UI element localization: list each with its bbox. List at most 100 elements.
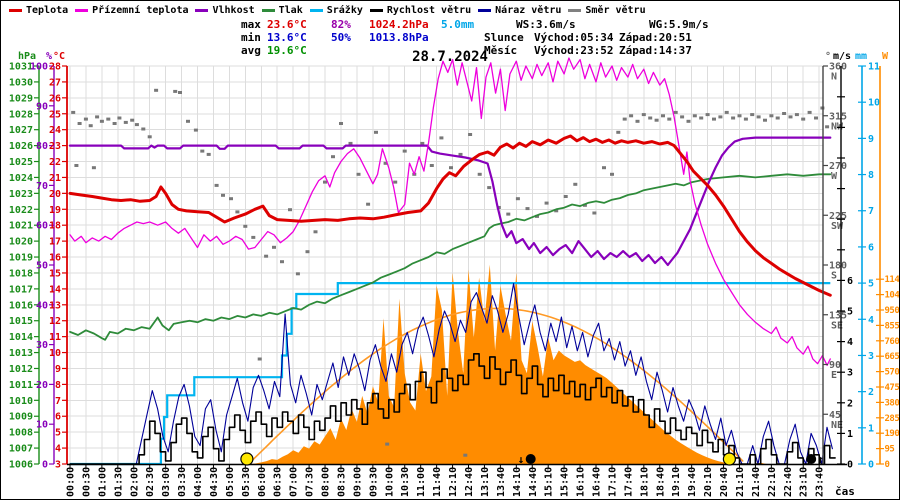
wind-direction-dot xyxy=(756,115,761,119)
svg-text:30: 30 xyxy=(36,340,48,351)
wind-direction-dot xyxy=(582,203,587,207)
svg-text:4: 4 xyxy=(868,315,874,326)
moonrise-icon xyxy=(806,454,817,464)
svg-text:N: N xyxy=(831,72,837,83)
svg-text:12:10: 12:10 xyxy=(448,467,459,497)
svg-text:5: 5 xyxy=(868,279,874,290)
svg-text:mm: mm xyxy=(855,51,867,62)
stat-wind-gust-max: WG:5.9m/s xyxy=(649,18,709,31)
wind-direction-dot xyxy=(616,130,621,134)
wind-direction-dot xyxy=(206,152,211,156)
wind-direction-dot xyxy=(667,117,672,121)
wind-direction-dot xyxy=(200,149,205,153)
wind-direction-dot xyxy=(794,113,799,117)
svg-text:7: 7 xyxy=(868,206,874,217)
svg-text:22: 22 xyxy=(49,157,61,168)
svg-text:1025: 1025 xyxy=(9,157,33,168)
svg-text:02:00: 02:00 xyxy=(129,467,140,497)
stat-max-label: max xyxy=(241,18,261,31)
stat-max-humidity: 82% xyxy=(331,18,351,31)
wind-direction-dot xyxy=(71,110,76,114)
svg-text:4: 4 xyxy=(847,337,853,348)
wind-direction-dot xyxy=(563,195,568,198)
wind-gust-line xyxy=(72,282,833,465)
legend-label: Teplota xyxy=(26,5,69,16)
wind-direction-dot xyxy=(814,116,818,120)
svg-text:27: 27 xyxy=(49,77,61,88)
svg-text:50: 50 xyxy=(36,261,48,272)
stat-min-temp: 13.6°C xyxy=(267,31,307,44)
svg-text:00:30: 00:30 xyxy=(81,467,92,497)
humidity-color-swatch xyxy=(195,9,209,12)
wind-direction-dot xyxy=(374,130,378,134)
svg-text:16:10: 16:10 xyxy=(576,467,587,497)
wind-direction-dot xyxy=(487,186,492,190)
svg-text:1017: 1017 xyxy=(9,284,33,295)
svg-text:95: 95 xyxy=(885,445,895,455)
svg-text:23: 23 xyxy=(49,141,61,152)
wind-direction-dot xyxy=(743,117,748,121)
pressure-line xyxy=(69,173,832,341)
wind-direction-dot xyxy=(257,357,262,361)
wind-direction-dot xyxy=(661,114,665,118)
wind-direction-dot xyxy=(731,116,736,120)
svg-text:2: 2 xyxy=(847,398,853,409)
wind-direction-dot xyxy=(348,141,353,145)
moonset-icon xyxy=(525,454,536,464)
wind-direction-dot xyxy=(573,182,578,186)
stat-max-pressure: 1024.2hPa xyxy=(369,18,429,31)
svg-text:19:10: 19:10 xyxy=(671,467,682,497)
wind-direction-dot xyxy=(123,120,128,124)
svg-text:18:10: 18:10 xyxy=(639,467,650,497)
legend-item-wind-gust: Náraz větru xyxy=(478,5,561,16)
svg-text:20: 20 xyxy=(49,189,61,200)
svg-text:15:10: 15:10 xyxy=(544,467,555,497)
svg-text:m/s: m/s xyxy=(833,51,851,62)
svg-text:18:40: 18:40 xyxy=(655,467,666,497)
svg-text:13: 13 xyxy=(49,300,61,311)
wind-direction-dot xyxy=(525,207,530,211)
stat-max-temp: 23.6°C xyxy=(267,18,307,31)
svg-text:135: 135 xyxy=(829,310,847,321)
wind-direction-dot xyxy=(535,214,539,218)
wind-direction-dot xyxy=(243,224,248,228)
wind-direction-dot xyxy=(629,114,634,118)
svg-text:05:30: 05:30 xyxy=(241,467,252,497)
wind-direction-dot xyxy=(449,166,453,170)
svg-text:04:00: 04:00 xyxy=(193,467,204,497)
chart-title: 28.7.2024 xyxy=(412,49,488,65)
wind-direction-dot xyxy=(147,135,152,139)
svg-text:10: 10 xyxy=(868,98,880,109)
wind-direction-dot xyxy=(331,155,335,159)
wind-direction-dot xyxy=(801,117,806,121)
svg-text:15:40: 15:40 xyxy=(560,467,571,497)
wind-direction-dot xyxy=(77,122,82,125)
stat-min-label: min xyxy=(241,31,261,44)
wind-direction-dot xyxy=(154,88,159,92)
svg-text:1008: 1008 xyxy=(9,428,33,439)
svg-text:06:30: 06:30 xyxy=(273,467,284,497)
svg-text:14:40: 14:40 xyxy=(528,467,539,497)
wind-direction-dot xyxy=(775,116,780,120)
wind-direction-dot xyxy=(439,136,444,140)
wind-direction-dot xyxy=(788,115,793,119)
wind-direction-dot xyxy=(356,172,361,176)
sun-label: Slunce xyxy=(484,31,524,44)
legend-item-wind-direction: Směr větru xyxy=(568,5,646,16)
moon-label: Měsíc xyxy=(484,44,518,57)
wind-direction-dot xyxy=(673,110,678,114)
svg-text:hPa: hPa xyxy=(18,51,36,62)
svg-text:20: 20 xyxy=(36,380,48,391)
svg-text:1015: 1015 xyxy=(9,316,33,327)
ground-temperature-line xyxy=(69,57,831,366)
svg-text:22:40: 22:40 xyxy=(783,467,794,497)
svg-text:45: 45 xyxy=(829,410,841,421)
temperature-line xyxy=(68,134,832,297)
svg-text:13:10: 13:10 xyxy=(480,467,491,497)
wind-direction-dot xyxy=(295,272,300,276)
svg-text:225: 225 xyxy=(829,211,847,222)
svg-text:1140: 1140 xyxy=(885,275,900,285)
svg-text:03:00: 03:00 xyxy=(161,467,172,497)
wind-direction-dot xyxy=(782,112,787,115)
wind-direction-dot xyxy=(264,254,269,258)
